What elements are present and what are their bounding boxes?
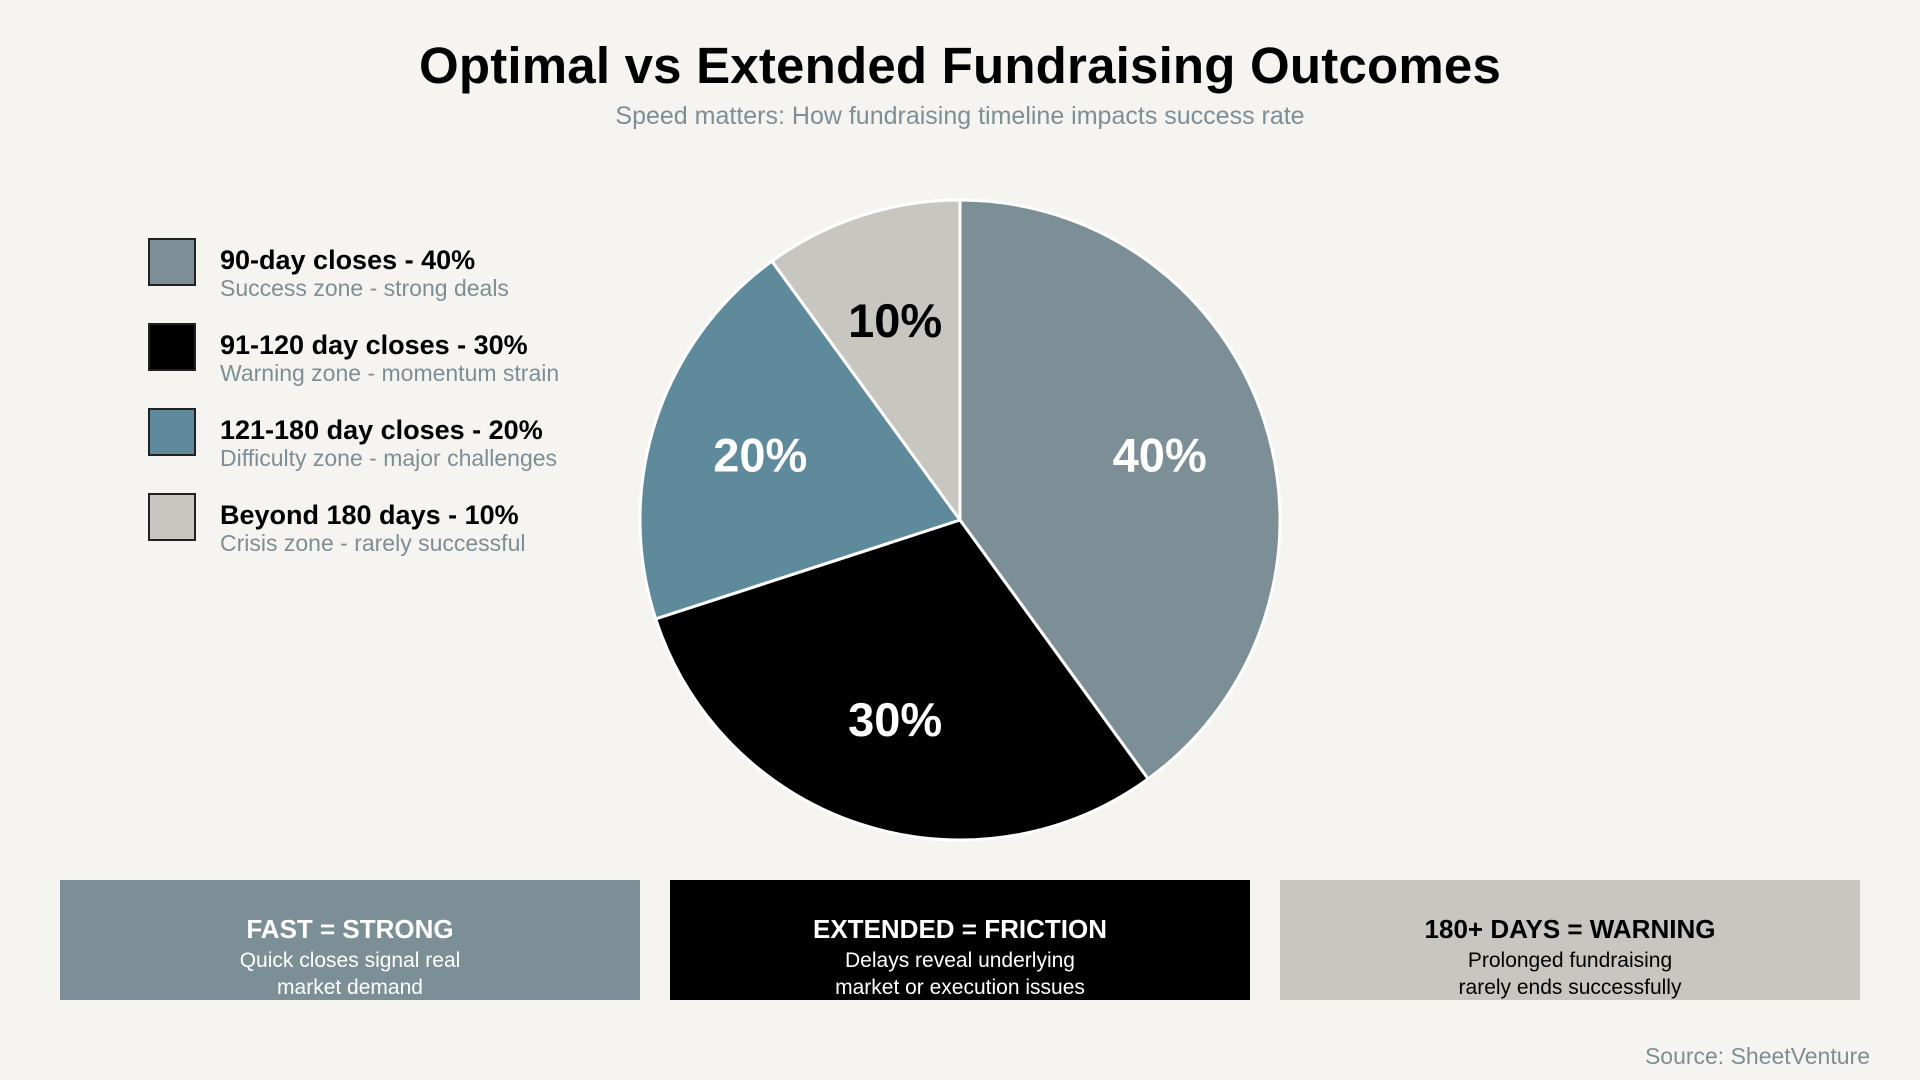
legend-description: Crisis zone - rarely successful [220, 530, 526, 556]
legend-swatch [148, 323, 196, 371]
callout-title: FAST = STRONG [246, 914, 454, 944]
legend-label: Beyond 180 days - 10% [220, 500, 519, 530]
pie-slice [769, 198, 962, 525]
chart-title: Optimal vs Extended Fundraising Outcomes [418, 37, 1502, 94]
callout-line: Prolonged fundraising [1467, 949, 1673, 972]
legend-swatch [148, 408, 196, 456]
legend-description: Success zone - strong deals [220, 275, 509, 301]
pie-slice [958, 198, 1282, 781]
callout-line: rarely ends successfully [1458, 976, 1682, 999]
legend-description: Warning zone - momentum strain [220, 360, 560, 386]
callout-box-fast: FAST = STRONG Quick closes signal real m… [60, 880, 640, 1000]
pie-chart: 40% 30% 20% 10% [638, 198, 1282, 842]
pie-slice [653, 518, 1151, 842]
legend-swatch [148, 238, 196, 286]
callout-line: market demand [277, 976, 423, 999]
callout-line: Delays reveal underlying [845, 949, 1075, 972]
legend-label: 90-day closes - 40% [220, 245, 476, 275]
callout-title: 180+ DAYS = WARNING [1424, 914, 1716, 944]
callout-line: market or execution issues [835, 976, 1085, 999]
pie-slice-label: 10% [848, 294, 942, 347]
callout-text: Quick closes signal real market demand [60, 947, 640, 1001]
pie-slice [638, 259, 963, 621]
pie-slice-label: 40% [1113, 429, 1207, 482]
callout-text: Delays reveal underlying market or execu… [670, 947, 1250, 1001]
callout-box-extended: EXTENDED = FRICTION Delays reveal underl… [670, 880, 1250, 1000]
legend-swatch [148, 493, 196, 541]
legend-label: 121-180 day closes - 20% [220, 415, 543, 445]
callout-text: Prolonged fundraising rarely ends succes… [1280, 947, 1860, 1001]
chart-subtitle: Speed matters: How fundraising timeline … [615, 102, 1305, 130]
pie-slice-label: 30% [848, 693, 942, 746]
source-note: Source: SheetVenture [1644, 1043, 1870, 1069]
legend-label: 91-120 day closes - 30% [220, 330, 528, 360]
legend-description: Difficulty zone - major challenges [220, 445, 558, 471]
pie-slice-label: 20% [713, 429, 807, 482]
callout-title: EXTENDED = FRICTION [813, 914, 1107, 944]
callout-line: Quick closes signal real [239, 949, 461, 972]
callout-box-warning: 180+ DAYS = WARNING Prolonged fundraisin… [1280, 880, 1860, 1000]
